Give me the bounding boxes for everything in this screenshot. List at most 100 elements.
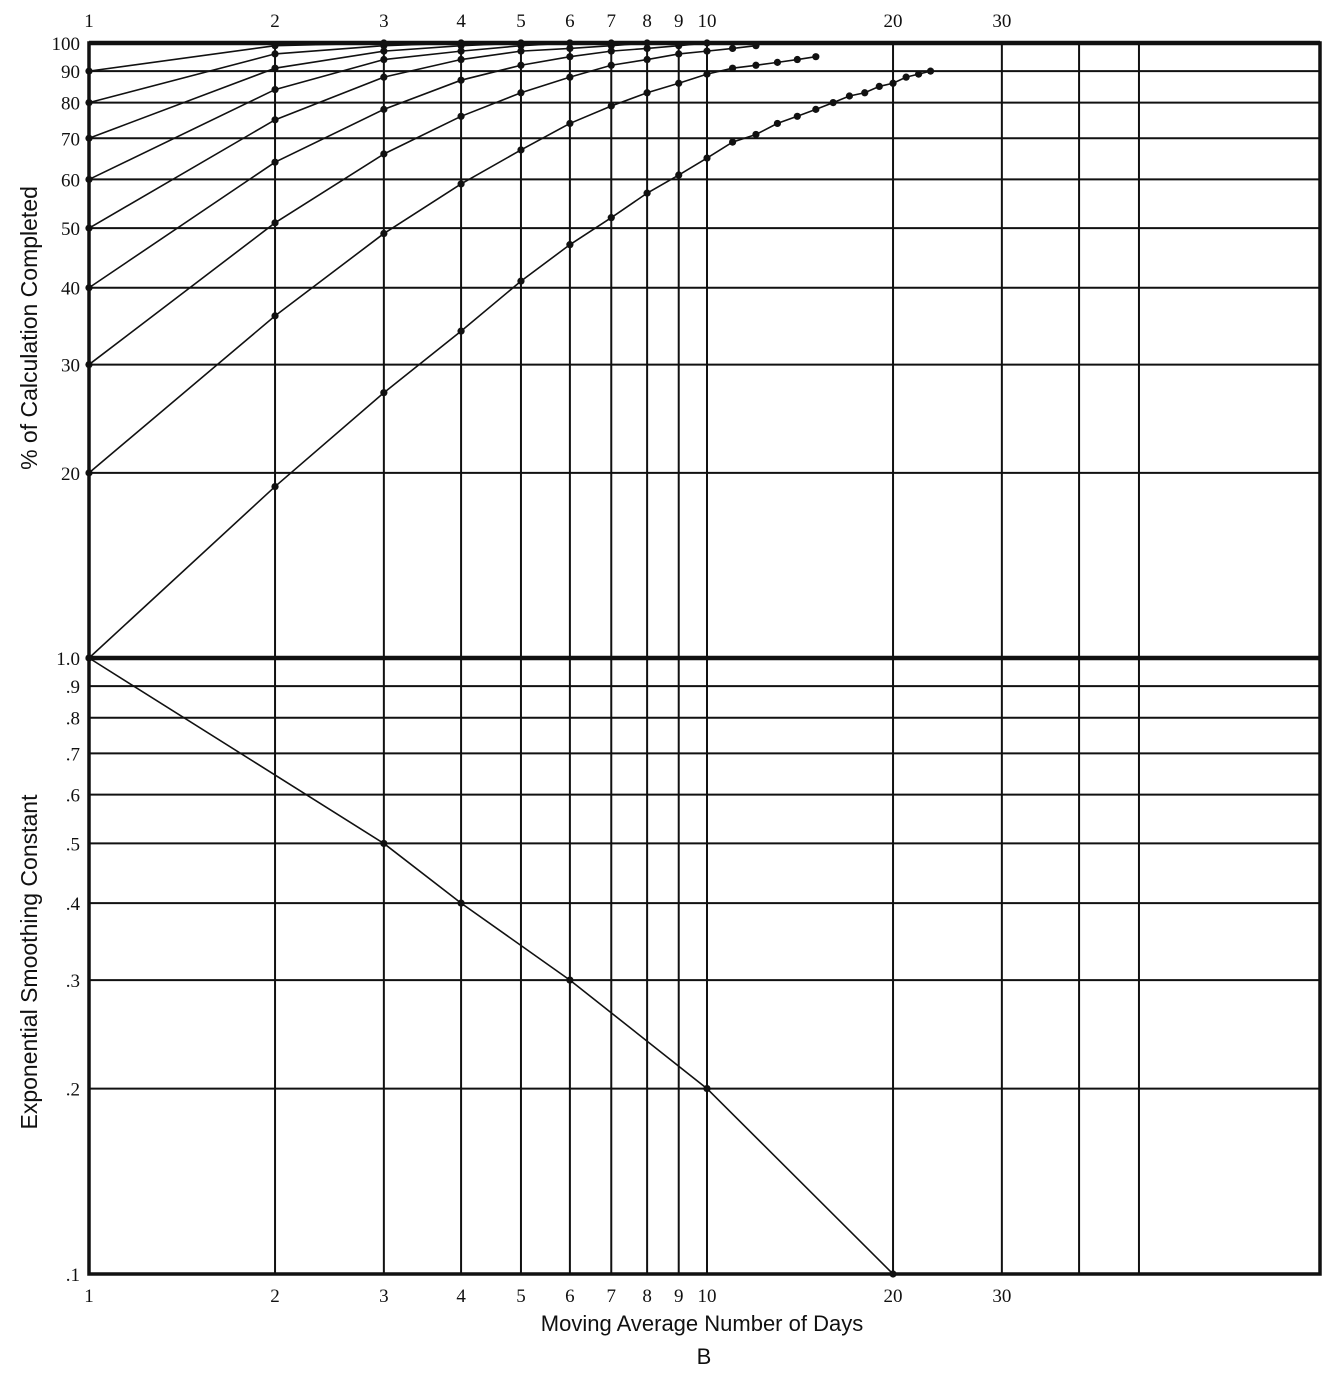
bottom-y-tick-label: .7: [66, 744, 80, 765]
top-data-point: [793, 112, 801, 120]
top-data-point: [271, 158, 279, 166]
top-x-tick-label: 3: [379, 11, 389, 32]
top-data-point: [845, 92, 854, 100]
top-data-point: [380, 55, 388, 64]
top-data-point: [829, 98, 837, 107]
bottom-x-tick-label: 6: [565, 1286, 575, 1307]
top-data-point: [380, 389, 388, 397]
frame: [87, 40, 1322, 1276]
bottom-data-point: [703, 1084, 711, 1093]
top-data-point: [271, 50, 279, 58]
top-data-point: [566, 53, 574, 61]
top-x-tick-label: 6: [565, 11, 575, 32]
top-y-tick-label: 80: [61, 94, 80, 115]
top-data-point: [875, 82, 883, 91]
bottom-y-tick-label: 1.0: [56, 649, 80, 670]
top-data-point: [607, 214, 615, 222]
top-data-point: [752, 130, 760, 139]
top-y-tick-label: 30: [61, 356, 80, 377]
top-data-point: [271, 219, 279, 227]
top-y-tick-label: 100: [52, 34, 81, 55]
top-data-point: [793, 55, 801, 64]
top-x-tick-label: 4: [456, 11, 466, 32]
top-x-tick-label: 7: [607, 11, 617, 32]
bottom-y-tick-label: .6: [66, 786, 80, 807]
top-data-point: [703, 47, 711, 55]
top-data-point: [728, 44, 737, 52]
top-y-tick-label: 60: [61, 170, 80, 191]
top-y-tick-label: 50: [61, 219, 80, 240]
top-x-tick-label: 30: [992, 11, 1011, 32]
top-data-point: [703, 70, 711, 78]
bottom-x-tick-label: 10: [698, 1286, 717, 1307]
top-series-line: [88, 42, 570, 140]
top-data-point: [926, 67, 935, 75]
top-y-tick-label: 70: [61, 129, 80, 150]
top-data-point: [517, 89, 525, 97]
top-data-point: [457, 112, 465, 120]
top-y-axis-label: % of Calculation Completed: [16, 186, 42, 470]
top-x-tick-label: 10: [698, 11, 717, 32]
bottom-y-tick-label: .5: [66, 834, 80, 855]
top-data-point: [703, 154, 711, 162]
bottom-y-tick-label: .8: [66, 709, 80, 730]
top-data-point: [271, 85, 279, 94]
top-y-tick-label: 90: [61, 62, 80, 83]
top-data-point: [271, 64, 279, 72]
top-data-point: [271, 312, 279, 320]
top-data-point: [517, 61, 525, 69]
bottom-y-tick-label: .3: [66, 971, 80, 992]
top-data-point: [643, 189, 651, 197]
top-data-point: [728, 64, 737, 72]
top-x-tick-label: 5: [516, 11, 526, 32]
top-x-tick-label: 1: [84, 11, 94, 32]
top-data-point: [728, 138, 737, 146]
top-data-point: [773, 58, 782, 66]
bottom-x-tick-label: 30: [992, 1286, 1011, 1307]
bottom-x-tick-label: 5: [516, 1286, 526, 1307]
bottom-data-point: [566, 976, 574, 984]
top-data-point: [566, 73, 574, 81]
top-data-point: [607, 47, 615, 55]
top-data-point: [812, 53, 820, 61]
bottom-x-tick-label: 2: [270, 1286, 280, 1307]
top-x-tick-label: 20: [884, 11, 903, 32]
figure-caption: B: [697, 1344, 712, 1369]
bottom-x-tick-label: 20: [884, 1286, 903, 1307]
top-data-point: [380, 105, 388, 113]
top-series-line: [88, 42, 648, 229]
top-data-point: [902, 73, 910, 81]
top-data-point: [517, 47, 525, 55]
bottom-x-tick-label: 7: [607, 1286, 617, 1307]
top-data-point: [752, 61, 760, 69]
top-x-tick-label: 9: [674, 11, 684, 32]
labels: % of Calculation Completed Exponential S…: [16, 11, 1011, 1369]
top-series-line: [88, 44, 757, 366]
top-data-point: [566, 241, 574, 249]
bottom-y-tick-label: .2: [66, 1080, 80, 1101]
top-data-point: [271, 116, 279, 124]
x-axis-label: Moving Average Number of Days: [541, 1311, 863, 1336]
top-data-point: [566, 119, 574, 128]
bottom-y-tick-label: .4: [66, 894, 81, 915]
top-data-point: [607, 61, 615, 69]
top-data-point: [457, 180, 465, 188]
top-data-point: [643, 89, 651, 97]
top-data-point: [861, 89, 869, 97]
top-data-point: [566, 44, 574, 52]
bottom-data-point: [380, 839, 388, 848]
top-data-point: [675, 171, 683, 179]
top-data-point: [517, 277, 525, 285]
bottom-x-tick-label: 1: [84, 1286, 94, 1307]
top-y-tick-label: 40: [61, 279, 80, 300]
top-data-point: [517, 146, 525, 154]
top-data-point: [457, 55, 465, 64]
bottom-x-tick-label: 3: [379, 1286, 389, 1307]
bottom-series-line: [88, 657, 894, 1275]
top-data-point: [380, 47, 388, 55]
bottom-y-tick-label: .9: [66, 677, 80, 698]
top-data-point: [773, 119, 782, 128]
top-data-point: [675, 50, 683, 58]
top-series-line: [88, 42, 708, 289]
